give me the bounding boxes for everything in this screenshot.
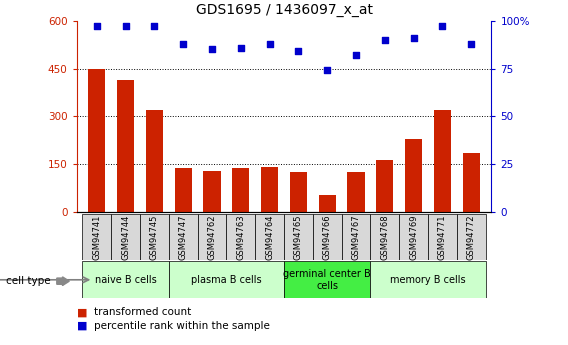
Bar <box>174 168 192 212</box>
Text: GSM94745: GSM94745 <box>150 215 159 260</box>
Text: GSM94744: GSM94744 <box>121 215 130 260</box>
FancyBboxPatch shape <box>370 261 486 298</box>
FancyBboxPatch shape <box>111 214 140 260</box>
Point <box>409 35 418 41</box>
Text: GSM94764: GSM94764 <box>265 215 274 260</box>
Text: cell type: cell type <box>6 276 51 286</box>
Text: GSM94765: GSM94765 <box>294 215 303 260</box>
Text: ■: ■ <box>77 307 87 317</box>
Point <box>380 37 389 43</box>
Bar <box>117 80 134 212</box>
FancyBboxPatch shape <box>428 214 457 260</box>
FancyBboxPatch shape <box>227 214 255 260</box>
FancyBboxPatch shape <box>82 214 111 260</box>
Bar <box>319 195 336 212</box>
Bar <box>376 160 394 212</box>
FancyBboxPatch shape <box>341 214 370 260</box>
FancyBboxPatch shape <box>313 214 341 260</box>
Point <box>294 49 303 54</box>
Text: percentile rank within the sample: percentile rank within the sample <box>94 321 270 331</box>
Text: GSM94771: GSM94771 <box>438 215 447 260</box>
Text: GSM94772: GSM94772 <box>467 215 475 260</box>
FancyBboxPatch shape <box>169 261 284 298</box>
FancyBboxPatch shape <box>457 214 486 260</box>
Text: GSM94767: GSM94767 <box>352 214 361 260</box>
FancyBboxPatch shape <box>284 261 370 298</box>
Point <box>150 24 159 29</box>
Text: GSM94741: GSM94741 <box>93 215 101 260</box>
Point <box>92 24 101 29</box>
Text: plasma B cells: plasma B cells <box>191 275 262 285</box>
Point <box>236 45 245 50</box>
FancyBboxPatch shape <box>255 214 284 260</box>
Point <box>179 41 188 47</box>
Point <box>467 41 476 47</box>
Text: GSM94762: GSM94762 <box>207 215 216 260</box>
Point <box>265 41 274 47</box>
FancyBboxPatch shape <box>82 261 169 298</box>
Text: GSM94769: GSM94769 <box>409 215 418 260</box>
Point <box>121 24 130 29</box>
Bar <box>290 172 307 212</box>
Text: ■: ■ <box>77 321 87 331</box>
Bar <box>462 153 480 212</box>
Text: GSM94766: GSM94766 <box>323 214 332 260</box>
Bar <box>88 69 106 212</box>
Bar <box>434 110 451 212</box>
Bar <box>203 171 220 212</box>
FancyBboxPatch shape <box>169 214 198 260</box>
FancyBboxPatch shape <box>140 214 169 260</box>
Text: transformed count: transformed count <box>94 307 191 317</box>
FancyBboxPatch shape <box>399 214 428 260</box>
FancyBboxPatch shape <box>370 214 399 260</box>
Text: GSM94768: GSM94768 <box>381 214 389 260</box>
FancyBboxPatch shape <box>198 214 227 260</box>
Point <box>207 47 216 52</box>
Title: GDS1695 / 1436097_x_at: GDS1695 / 1436097_x_at <box>195 3 373 17</box>
Text: GSM94747: GSM94747 <box>179 215 187 260</box>
Point <box>352 52 361 58</box>
Text: naive B cells: naive B cells <box>95 275 157 285</box>
Text: GSM94763: GSM94763 <box>236 214 245 260</box>
Text: germinal center B
cells: germinal center B cells <box>283 269 371 290</box>
Text: memory B cells: memory B cells <box>390 275 466 285</box>
Point <box>438 24 447 29</box>
Bar <box>348 172 365 212</box>
Bar <box>146 110 163 212</box>
FancyBboxPatch shape <box>284 214 313 260</box>
Point <box>323 68 332 73</box>
Bar <box>261 167 278 212</box>
Bar <box>405 139 422 212</box>
Bar <box>232 168 249 212</box>
